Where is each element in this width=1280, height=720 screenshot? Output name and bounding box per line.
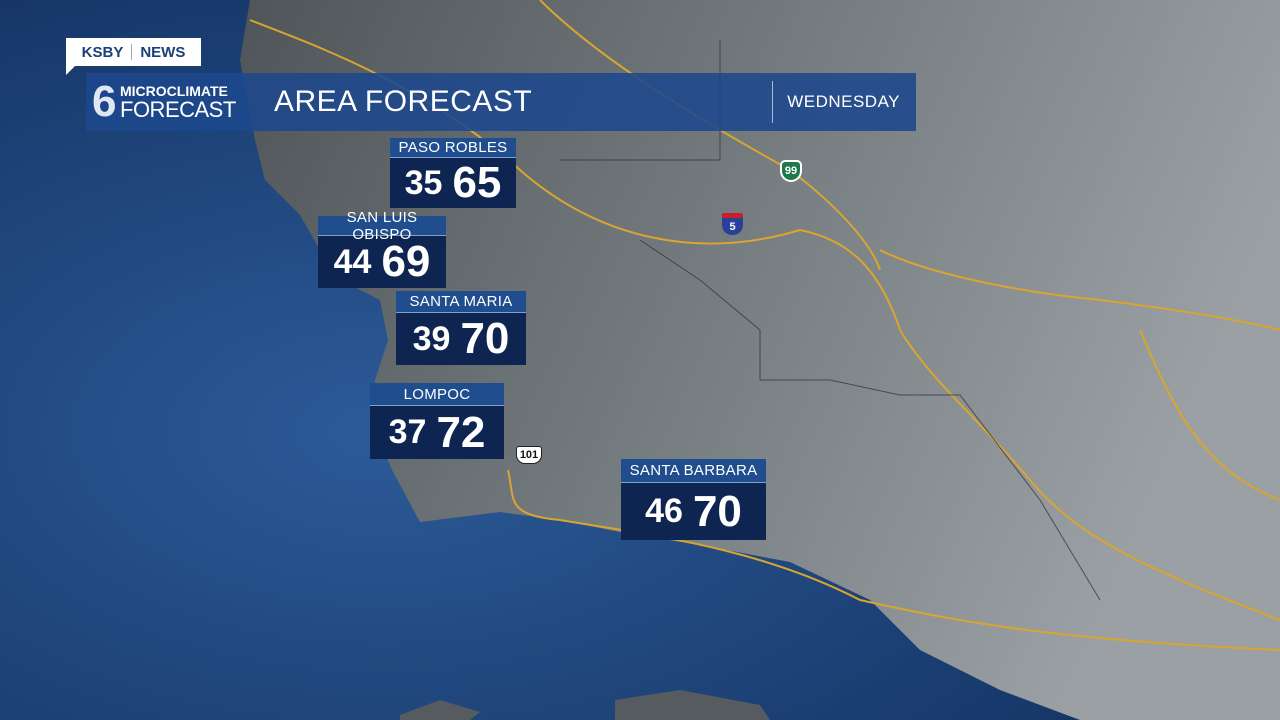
city-card-santa-barbara: SANTA BARBARA 46 70 [621,459,766,540]
low-temp: 35 [404,163,443,202]
city-name: SAN LUIS OBISPO [318,209,446,243]
high-temp: 72 [436,407,486,457]
city-card-lompoc: LOMPOC 37 72 [370,383,504,459]
logo-line1: MICROCLIMATE [120,83,228,99]
state-route-shield-icon: 99 [780,160,802,182]
high-temp: 70 [460,314,510,363]
city-name: SANTA BARBARA [621,459,766,483]
page-title: AREA FORECAST [274,85,533,118]
station-name: KSBY [81,43,124,61]
city-name: SANTA MARIA [396,291,526,313]
low-temp: 39 [412,319,451,358]
island [615,690,770,720]
island [400,700,480,720]
high-temp: 65 [452,158,502,207]
low-temp: 37 [388,413,427,451]
city-card-san-luis-obispo: SAN LUIS OBISPO 44 69 [318,209,446,288]
tag-tail [66,65,76,75]
high-temp: 69 [381,237,431,286]
city-name: LOMPOC [370,383,504,406]
forecast-day: WEDNESDAY [772,81,916,123]
city-name: PASO ROBLES [390,138,516,158]
low-temp: 44 [333,242,372,281]
forecast-header: 6 MICROCLIMATE FORECAST AREA FORECAST WE… [86,73,916,131]
station-tag: KSBY NEWS [66,38,201,75]
divider [131,44,133,60]
city-card-santa-maria: SANTA MARIA 39 70 [396,291,526,365]
city-card-paso-robles: PASO ROBLES 35 65 [390,138,516,208]
us-route-shield-icon: 101 [516,446,542,464]
high-temp: 70 [692,486,742,536]
network-name: NEWS [140,43,186,61]
logo-line2: FORECAST [120,97,236,122]
interstate-shield-icon: 5 [722,213,743,235]
logo-numeral: 6 [92,77,117,126]
low-temp: 46 [645,492,683,530]
microclimate-logo: 6 MICROCLIMATE FORECAST [86,73,256,131]
